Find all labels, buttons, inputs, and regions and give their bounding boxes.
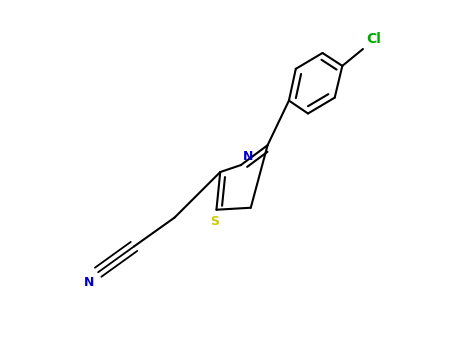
Text: N: N: [243, 150, 253, 163]
Text: N: N: [84, 276, 95, 289]
Text: S: S: [210, 215, 219, 228]
Text: Cl: Cl: [366, 32, 381, 46]
